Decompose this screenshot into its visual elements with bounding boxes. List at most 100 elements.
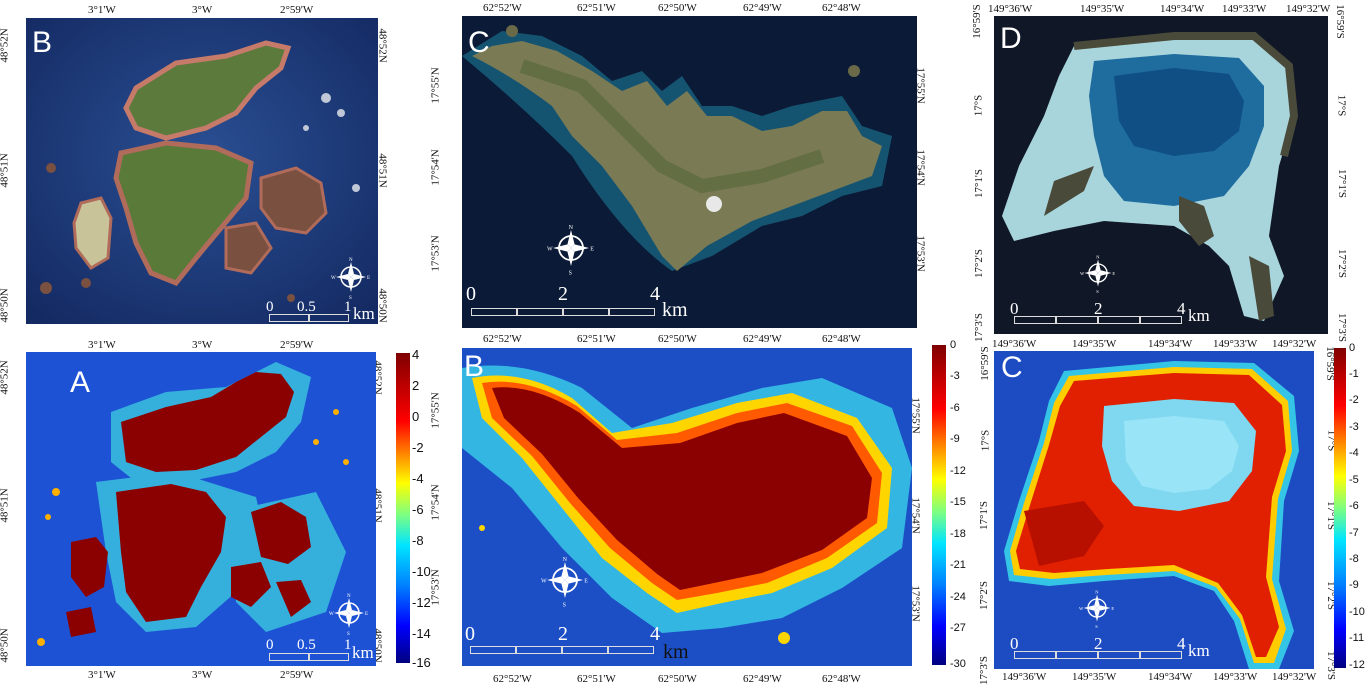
colorbar [396,353,410,663]
compass-n: N [1095,590,1099,595]
panel-label: C [1001,351,1023,384]
colorbar-tick: -9 [1349,579,1359,591]
top-tick: 149°36'W [992,338,1037,350]
left-tick: 17°2'S [978,581,990,610]
scale-unit: km [662,299,688,321]
depth-map-a: A N S W E 0 0.5 1 km [26,352,376,666]
top-tick: 2°59'W [280,4,314,16]
left-tick: 17°54'N [429,484,442,521]
scale-bar [269,653,349,661]
right-tick: 17°1'S [1336,169,1348,198]
colorbar-tick: -8 [1349,553,1359,565]
bottom-tick: 62°52'W [493,673,532,685]
colorbar-tick: -16 [412,655,431,670]
satellite-image [462,16,917,328]
compass-rose-icon: N S W E [331,258,370,300]
colorbar-tick: -6 [950,402,960,414]
colorbar-tick: -2 [412,440,424,455]
colorbar-tick: -3 [1349,421,1359,433]
top-tick: 3°1'W [88,339,116,351]
left-tick: 17°1'S [973,169,985,198]
compass-n: N [1096,255,1100,260]
left-tick: 48°51N [0,153,11,188]
right-tick: 17°2'S [1336,249,1348,278]
compass-rose-icon: N S W E [1080,255,1115,294]
bottom-tick: 2°59'W [280,669,314,681]
depth-map-b: B N S W E 0 2 4 [462,348,912,666]
top-tick: 62°51'W [577,2,616,14]
compass-w: W [1080,271,1085,276]
scale-label: 0.5 [297,637,316,653]
colorbar-tick: -10 [1349,606,1365,618]
left-tick: 16°59'S [970,4,983,39]
compass-s: S [1096,289,1099,294]
colorbar-tick: -1 [1349,368,1359,380]
top-tick: 149°33'W [1213,338,1258,350]
compass-w: W [329,612,334,617]
scale-unit: km [663,641,689,663]
bottom-tick: 3°1'W [88,669,116,681]
bottom-tick: 149°35'W [1072,671,1117,683]
left-tick: 16°59'S [978,346,991,381]
compass-e: E [584,578,588,584]
top-tick: 3°W [192,339,213,351]
colorbar-tick: -15 [950,496,966,508]
top-tick: 62°49'W [743,2,782,14]
compass-w: W [331,276,336,281]
colorbar-tick: 0 [950,339,957,351]
panel-label: A [70,366,91,399]
right-tick: 16°59'S [1333,4,1346,39]
panel-label: C [468,26,490,59]
right-tick: 48°50N [376,288,389,323]
compass-w: W [541,578,547,584]
scale-label: 0.5 [297,299,316,315]
colorbar-tick: -9 [950,433,960,445]
top-tick: 62°48'W [822,2,861,14]
scale-unit: km [1188,306,1210,325]
compass-e: E [365,612,368,617]
scale-label: 4 [1177,299,1186,318]
colorbar-tick: -6 [1349,500,1359,512]
satellite-image [26,18,378,324]
colorbar-tick: 0 [1349,342,1356,354]
scale-label: 4 [1177,634,1186,653]
colorbar-tick: -7 [1349,527,1359,539]
scale-unit: km [353,304,375,323]
scale-label: 2 [558,283,568,305]
bottom-tick: 62°48'W [822,673,861,685]
top-tick: 149°35'W [1072,338,1117,350]
compass-rose-icon: N S W E [541,557,588,608]
compass-rose-icon: N S W E [329,594,368,636]
top-tick: 62°52'W [483,333,522,345]
compass-rose-icon: N S W E [1079,590,1114,629]
left-tick: 17°55'N [429,392,442,429]
depth-map-c: C N S W E 0 2 4 km [994,351,1314,669]
top-tick: 62°48'W [822,333,861,345]
left-tick: 48°50N [0,288,11,323]
left-tick: 17°54'N [429,149,442,186]
right-tick: 48°52N [376,28,389,63]
left-tick: 48°50N [0,628,11,663]
top-tick: 3°1'W [88,4,116,16]
scale-label: 0 [266,637,274,653]
compass-n: N [349,258,353,263]
scale-label: 0 [466,283,476,305]
left-tick: 17°55'N [429,67,442,104]
scale-label: 2 [558,623,568,645]
colorbar-tick: -12 [1349,659,1365,671]
colorbar-tick: -2 [1349,394,1359,406]
scale-label: 4 [650,283,660,305]
colorbar-tick: -14 [412,626,431,641]
left-tick: 17°53'N [429,569,442,606]
right-tick: 17°3'S [1336,313,1348,342]
colorbar-tick: -12 [412,595,431,610]
compass-s: S [347,632,350,636]
scale-unit: km [1188,641,1210,660]
bottom-tick: 62°50'W [658,673,697,685]
panel-label: D [1000,22,1022,55]
colorbar-tick: -24 [950,591,966,603]
right-tick: 48°51N [376,153,389,188]
colorbar-tick: -12 [950,465,966,477]
top-tick: 62°50'W [658,2,697,14]
depth-image [462,348,912,666]
